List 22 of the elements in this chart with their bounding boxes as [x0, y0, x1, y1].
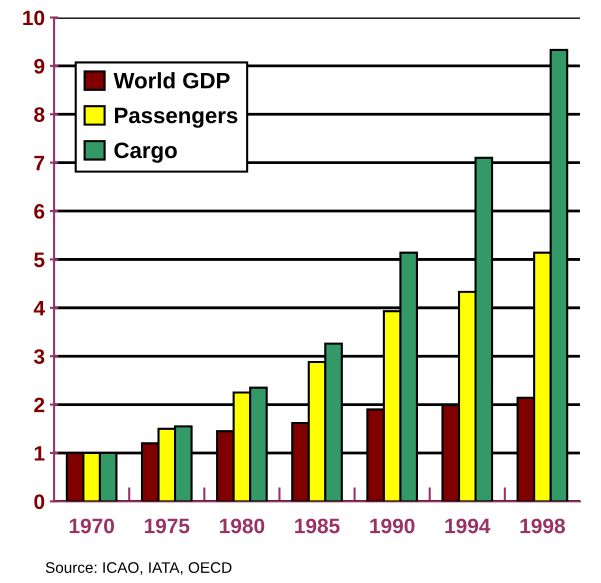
y-tick-label: 3: [34, 349, 44, 364]
y-tick-label: 8: [34, 107, 44, 122]
y-tick-label: 2: [34, 398, 44, 412]
legend-label: Cargo: [114, 142, 177, 163]
y-tick-label: 5: [34, 252, 44, 268]
x-tick-label: 1975: [144, 518, 190, 534]
source-note: Source: ICAO, IATA, OECD: [46, 562, 232, 575]
legend-label: Passengers: [114, 108, 238, 128]
x-tick-label: 1994: [445, 518, 490, 534]
y-tick-label: 7: [34, 156, 44, 170]
x-tick-label: 1990: [370, 518, 414, 534]
x-tick-label: 1985: [295, 518, 340, 534]
y-tick-label: 1: [34, 446, 44, 461]
y-tick-label: 4: [34, 301, 45, 316]
x-tick-label: 1998: [520, 518, 565, 534]
legend-label: World GDP: [114, 72, 230, 88]
y-tick-label: 9: [34, 58, 44, 74]
x-tick-label: 1980: [220, 518, 264, 534]
y-tick-label: 10: [23, 10, 44, 26]
y-tick-label: 6: [34, 204, 44, 219]
x-tick-label: 1970: [70, 518, 114, 534]
y-tick-label: 0: [34, 494, 44, 510]
